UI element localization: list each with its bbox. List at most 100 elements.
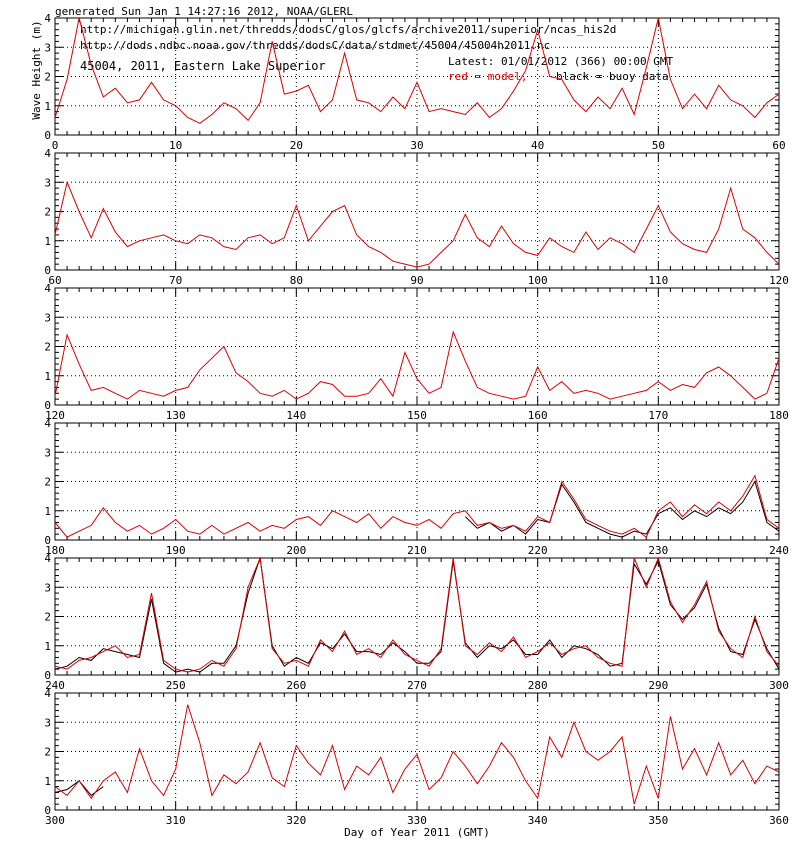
station-title: 45004, 2011, Eastern Lake Superior	[80, 59, 326, 73]
model-source-url: http://michigan.glin.net/thredds/dodsC/g…	[80, 23, 617, 36]
x-tick-label: 310	[166, 814, 186, 827]
y-tick-label: 1	[44, 100, 51, 113]
x-tick-label: 190	[166, 544, 186, 557]
x-tick-label: 0	[52, 139, 59, 152]
series-line-model	[54, 180, 780, 268]
y-tick-label: 3	[44, 446, 51, 459]
y-tick-label: 0	[44, 129, 51, 142]
y-tick-label: 4	[44, 147, 51, 160]
y-tick-label: 2	[44, 746, 51, 759]
x-tick-label: 40	[531, 139, 544, 152]
y-tick-label: 2	[44, 71, 51, 84]
panel-5: 0 1 2 3 4 240 250 260 270 280 290 300	[44, 552, 789, 692]
y-tick-label: 1	[44, 640, 51, 653]
y-tick-label: 4	[44, 552, 51, 565]
x-tick-label: 130	[166, 409, 186, 422]
y-tick-label: 0	[44, 804, 51, 817]
x-tick-label: 180	[769, 409, 789, 422]
y-tick-label: 1	[44, 235, 51, 248]
series-line-buoy	[464, 480, 780, 538]
series-line-model	[54, 17, 780, 124]
x-tick-label: 300	[45, 814, 65, 827]
latest-timestamp: Latest: 01/01/2012 (366) 00:00 GMT	[448, 55, 674, 68]
x-tick-label: 230	[648, 544, 668, 557]
buoy-source-url: http://dods.ndbc.noaa.gov/thredds/dodsC/…	[80, 39, 551, 52]
y-tick-label: 1	[44, 505, 51, 518]
x-tick-label: 160	[528, 409, 548, 422]
x-tick-label: 20	[290, 139, 303, 152]
x-tick-label: 320	[286, 814, 306, 827]
x-tick-label: 80	[290, 274, 303, 287]
legend-buoy: black = buoy data	[556, 70, 669, 83]
y-tick-label: 1	[44, 370, 51, 383]
y-tick-label: 2	[44, 476, 51, 489]
x-tick-label: 250	[166, 679, 186, 692]
x-tick-label: 60	[772, 139, 785, 152]
x-tick-label: 290	[648, 679, 668, 692]
series-line-model	[54, 330, 780, 400]
y-tick-label: 0	[44, 669, 51, 682]
x-tick-label: 170	[648, 409, 668, 422]
series-line-model	[54, 474, 780, 538]
x-tick-label: 210	[407, 544, 427, 557]
y-tick-label: 0	[44, 399, 51, 412]
panel-frame	[54, 287, 780, 406]
panel-frame	[54, 557, 780, 676]
x-tick-label: 150	[407, 409, 427, 422]
y-tick-label: 2	[44, 611, 51, 624]
y-tick-label: 1	[44, 775, 51, 788]
x-tick-label: 270	[407, 679, 427, 692]
x-tick-label: 110	[648, 274, 668, 287]
x-tick-label: 260	[286, 679, 306, 692]
y-tick-label: 0	[44, 264, 51, 277]
x-tick-label: 100	[528, 274, 548, 287]
x-tick-label: 10	[169, 139, 182, 152]
x-tick-label: 300	[769, 679, 789, 692]
panel-frame	[54, 17, 780, 136]
x-tick-label: 60	[48, 274, 61, 287]
y-tick-label: 4	[44, 12, 51, 25]
panel-3: 0 1 2 3 4 120 130 140 150 160 170 180	[44, 282, 789, 422]
x-tick-label: 120	[45, 409, 65, 422]
y-tick-label: 3	[44, 311, 51, 324]
x-tick-label: 90	[410, 274, 423, 287]
series-line-model	[54, 704, 780, 805]
x-tick-label: 240	[45, 679, 65, 692]
y-tick-label: 3	[44, 581, 51, 594]
y-tick-label: 4	[44, 687, 51, 700]
x-tick-label: 140	[286, 409, 306, 422]
y-tick-label: 3	[44, 41, 51, 54]
panel-2: 0 1 2 3 4 60 70 80 90 100 110 120	[44, 147, 789, 287]
series-line-buoy	[54, 780, 104, 797]
y-tick-label: 3	[44, 176, 51, 189]
x-tick-label: 70	[169, 274, 182, 287]
generated-timestamp: generated Sun Jan 1 14:27:16 2012, NOAA/…	[55, 5, 354, 18]
series-line-model	[54, 556, 780, 673]
x-tick-label: 180	[45, 544, 65, 557]
x-tick-label: 50	[652, 139, 665, 152]
x-tick-label: 360	[769, 814, 789, 827]
x-tick-label: 330	[407, 814, 427, 827]
x-axis-title: Day of Year 2011 (GMT)	[344, 826, 490, 839]
x-tick-label: 340	[528, 814, 548, 827]
y-tick-label: 2	[44, 206, 51, 219]
y-tick-label: 3	[44, 716, 51, 729]
y-tick-label: 0	[44, 534, 51, 547]
panel-frame	[54, 422, 780, 541]
series-line-buoy	[54, 557, 780, 673]
x-tick-label: 200	[286, 544, 306, 557]
y-tick-label: 4	[44, 282, 51, 295]
x-tick-label: 220	[528, 544, 548, 557]
x-tick-label: 120	[769, 274, 789, 287]
y-axis-title: Wave Height (m)	[30, 20, 43, 119]
panel-6: 0 1 2 3 4 300 310 320 330 340 350 360	[44, 687, 789, 827]
y-tick-label: 4	[44, 417, 51, 430]
x-tick-label: 240	[769, 544, 789, 557]
panel-4: 0 1 2 3 4 180 190 200 210 220 230 240	[44, 417, 789, 557]
x-tick-label: 280	[528, 679, 548, 692]
panel-frame	[54, 692, 780, 811]
panel-frame	[54, 152, 780, 271]
